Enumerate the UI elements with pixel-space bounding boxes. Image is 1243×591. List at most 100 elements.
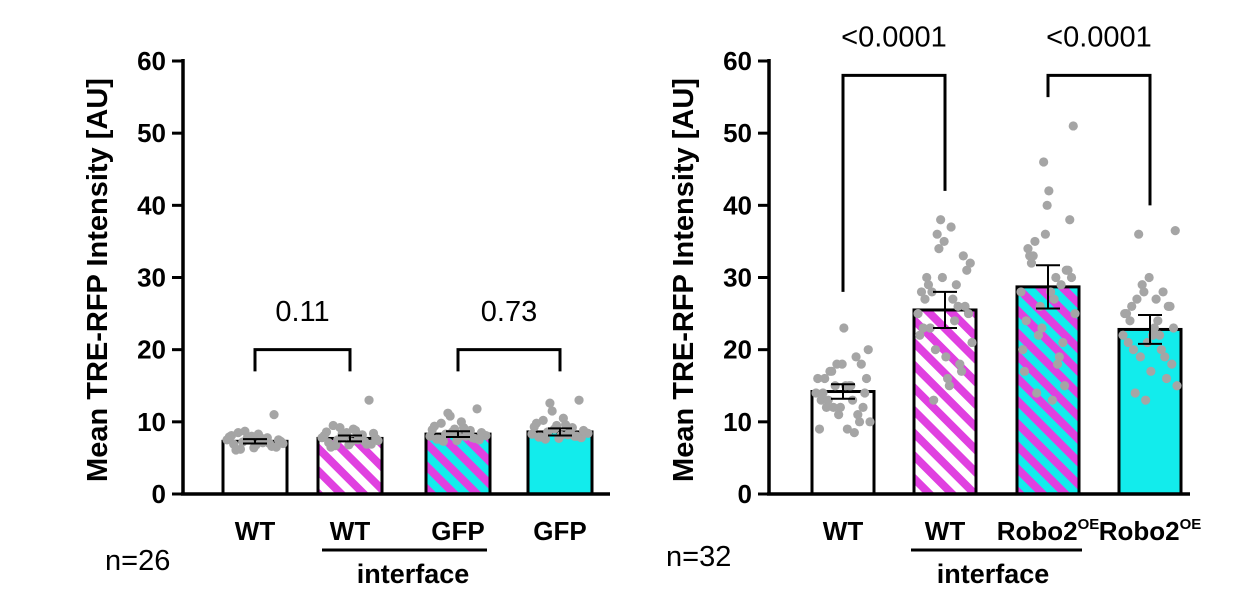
data-point: [273, 435, 284, 445]
data-point: [847, 395, 858, 405]
data-point: [1032, 388, 1042, 398]
group-label: interface: [357, 559, 470, 589]
p-value-label: <0.0001: [1046, 22, 1152, 54]
data-point: [1068, 121, 1078, 131]
y-tick-label: 40: [723, 190, 752, 220]
data-point: [529, 422, 539, 432]
data-point: [858, 402, 868, 412]
significance-bracket: [841, 73, 947, 292]
data-point: [1019, 366, 1030, 376]
data-point: [472, 404, 482, 414]
data-point: [1058, 337, 1068, 348]
data-point: [916, 287, 927, 297]
data-point: [224, 432, 234, 442]
data-point: [256, 433, 266, 443]
data-point: [915, 330, 925, 340]
data-point: [934, 244, 944, 254]
data-point: [958, 251, 968, 261]
data-point: [828, 402, 839, 412]
data-point: [1065, 215, 1075, 225]
data-point: [960, 301, 970, 311]
data-point: [820, 373, 830, 384]
data-point: [1146, 366, 1156, 376]
data-point: [1052, 359, 1063, 369]
category-label: GFP: [533, 516, 586, 546]
data-point: [351, 425, 361, 436]
data-point: [1033, 330, 1044, 340]
category-label: GFP: [431, 516, 484, 546]
data-point: [1049, 294, 1059, 304]
p-value-label: <0.0001: [841, 22, 947, 54]
data-point: [231, 445, 241, 455]
data-point: [547, 406, 557, 416]
data-point: [1121, 308, 1132, 319]
data-point: [344, 440, 354, 450]
category-label: Robo2OE: [997, 516, 1100, 546]
data-point: [856, 359, 866, 369]
data-point: [816, 395, 826, 405]
data-point: [955, 359, 965, 369]
data-point: [561, 420, 571, 430]
data-point: [951, 280, 961, 290]
y-tick-label: 60: [723, 46, 752, 76]
data-point: [930, 345, 941, 355]
data-point: [937, 272, 947, 283]
significance-bracket: [253, 348, 352, 372]
data-point: [1030, 236, 1040, 247]
y-tick-label: 10: [137, 407, 166, 437]
y-tick-label: 30: [723, 263, 752, 293]
data-point: [834, 410, 844, 420]
data-point: [240, 426, 250, 436]
data-point: [364, 395, 374, 405]
data-point: [944, 381, 954, 391]
data-point: [854, 417, 865, 427]
sample-size-label: n=26: [105, 545, 170, 577]
data-point: [927, 287, 937, 297]
data-point: [1037, 323, 1047, 333]
data-point: [427, 425, 437, 435]
significance-bracket: [456, 348, 562, 372]
y-tick-label: 50: [137, 118, 166, 148]
data-point: [853, 410, 863, 420]
data-point: [811, 388, 821, 398]
data-point: [936, 215, 946, 225]
y-tick-label: 10: [723, 407, 752, 437]
data-point: [436, 418, 446, 428]
data-point: [1132, 294, 1142, 304]
y-tick-label: 60: [137, 46, 166, 76]
data-point: [1165, 301, 1175, 311]
data-point: [1040, 229, 1050, 239]
data-point: [1042, 200, 1052, 210]
data-point: [963, 308, 974, 319]
data-point: [1158, 287, 1168, 297]
data-point: [1026, 258, 1037, 268]
data-point: [1154, 330, 1165, 340]
data-point: [1047, 395, 1057, 405]
data-point: [923, 280, 934, 290]
y-tick-label: 0: [738, 479, 752, 509]
chart-panel-left: Mean TRE-RFP Intensity [AU] n=26 interfa…: [82, 46, 610, 589]
y-tick-label: 30: [137, 263, 166, 293]
data-point: [929, 395, 939, 405]
data-point: [368, 428, 379, 438]
data-point: [1141, 395, 1151, 405]
data-point: [1021, 316, 1031, 326]
category-label: WT: [823, 516, 864, 546]
data-point: [1123, 337, 1133, 348]
data-point: [913, 308, 923, 319]
data-point: [578, 425, 589, 436]
data-point: [948, 294, 958, 304]
data-point: [849, 428, 859, 438]
data-point: [851, 352, 861, 362]
data-point: [1118, 330, 1128, 340]
data-point: [335, 423, 345, 433]
data-point: [953, 301, 963, 311]
data-point: [452, 435, 462, 446]
data-point: [1153, 316, 1163, 326]
data-point: [538, 415, 548, 425]
data-point: [842, 424, 852, 434]
data-point: [865, 417, 875, 427]
data-point: [1035, 301, 1045, 311]
data-point: [1128, 345, 1139, 355]
data-point: [943, 373, 953, 384]
